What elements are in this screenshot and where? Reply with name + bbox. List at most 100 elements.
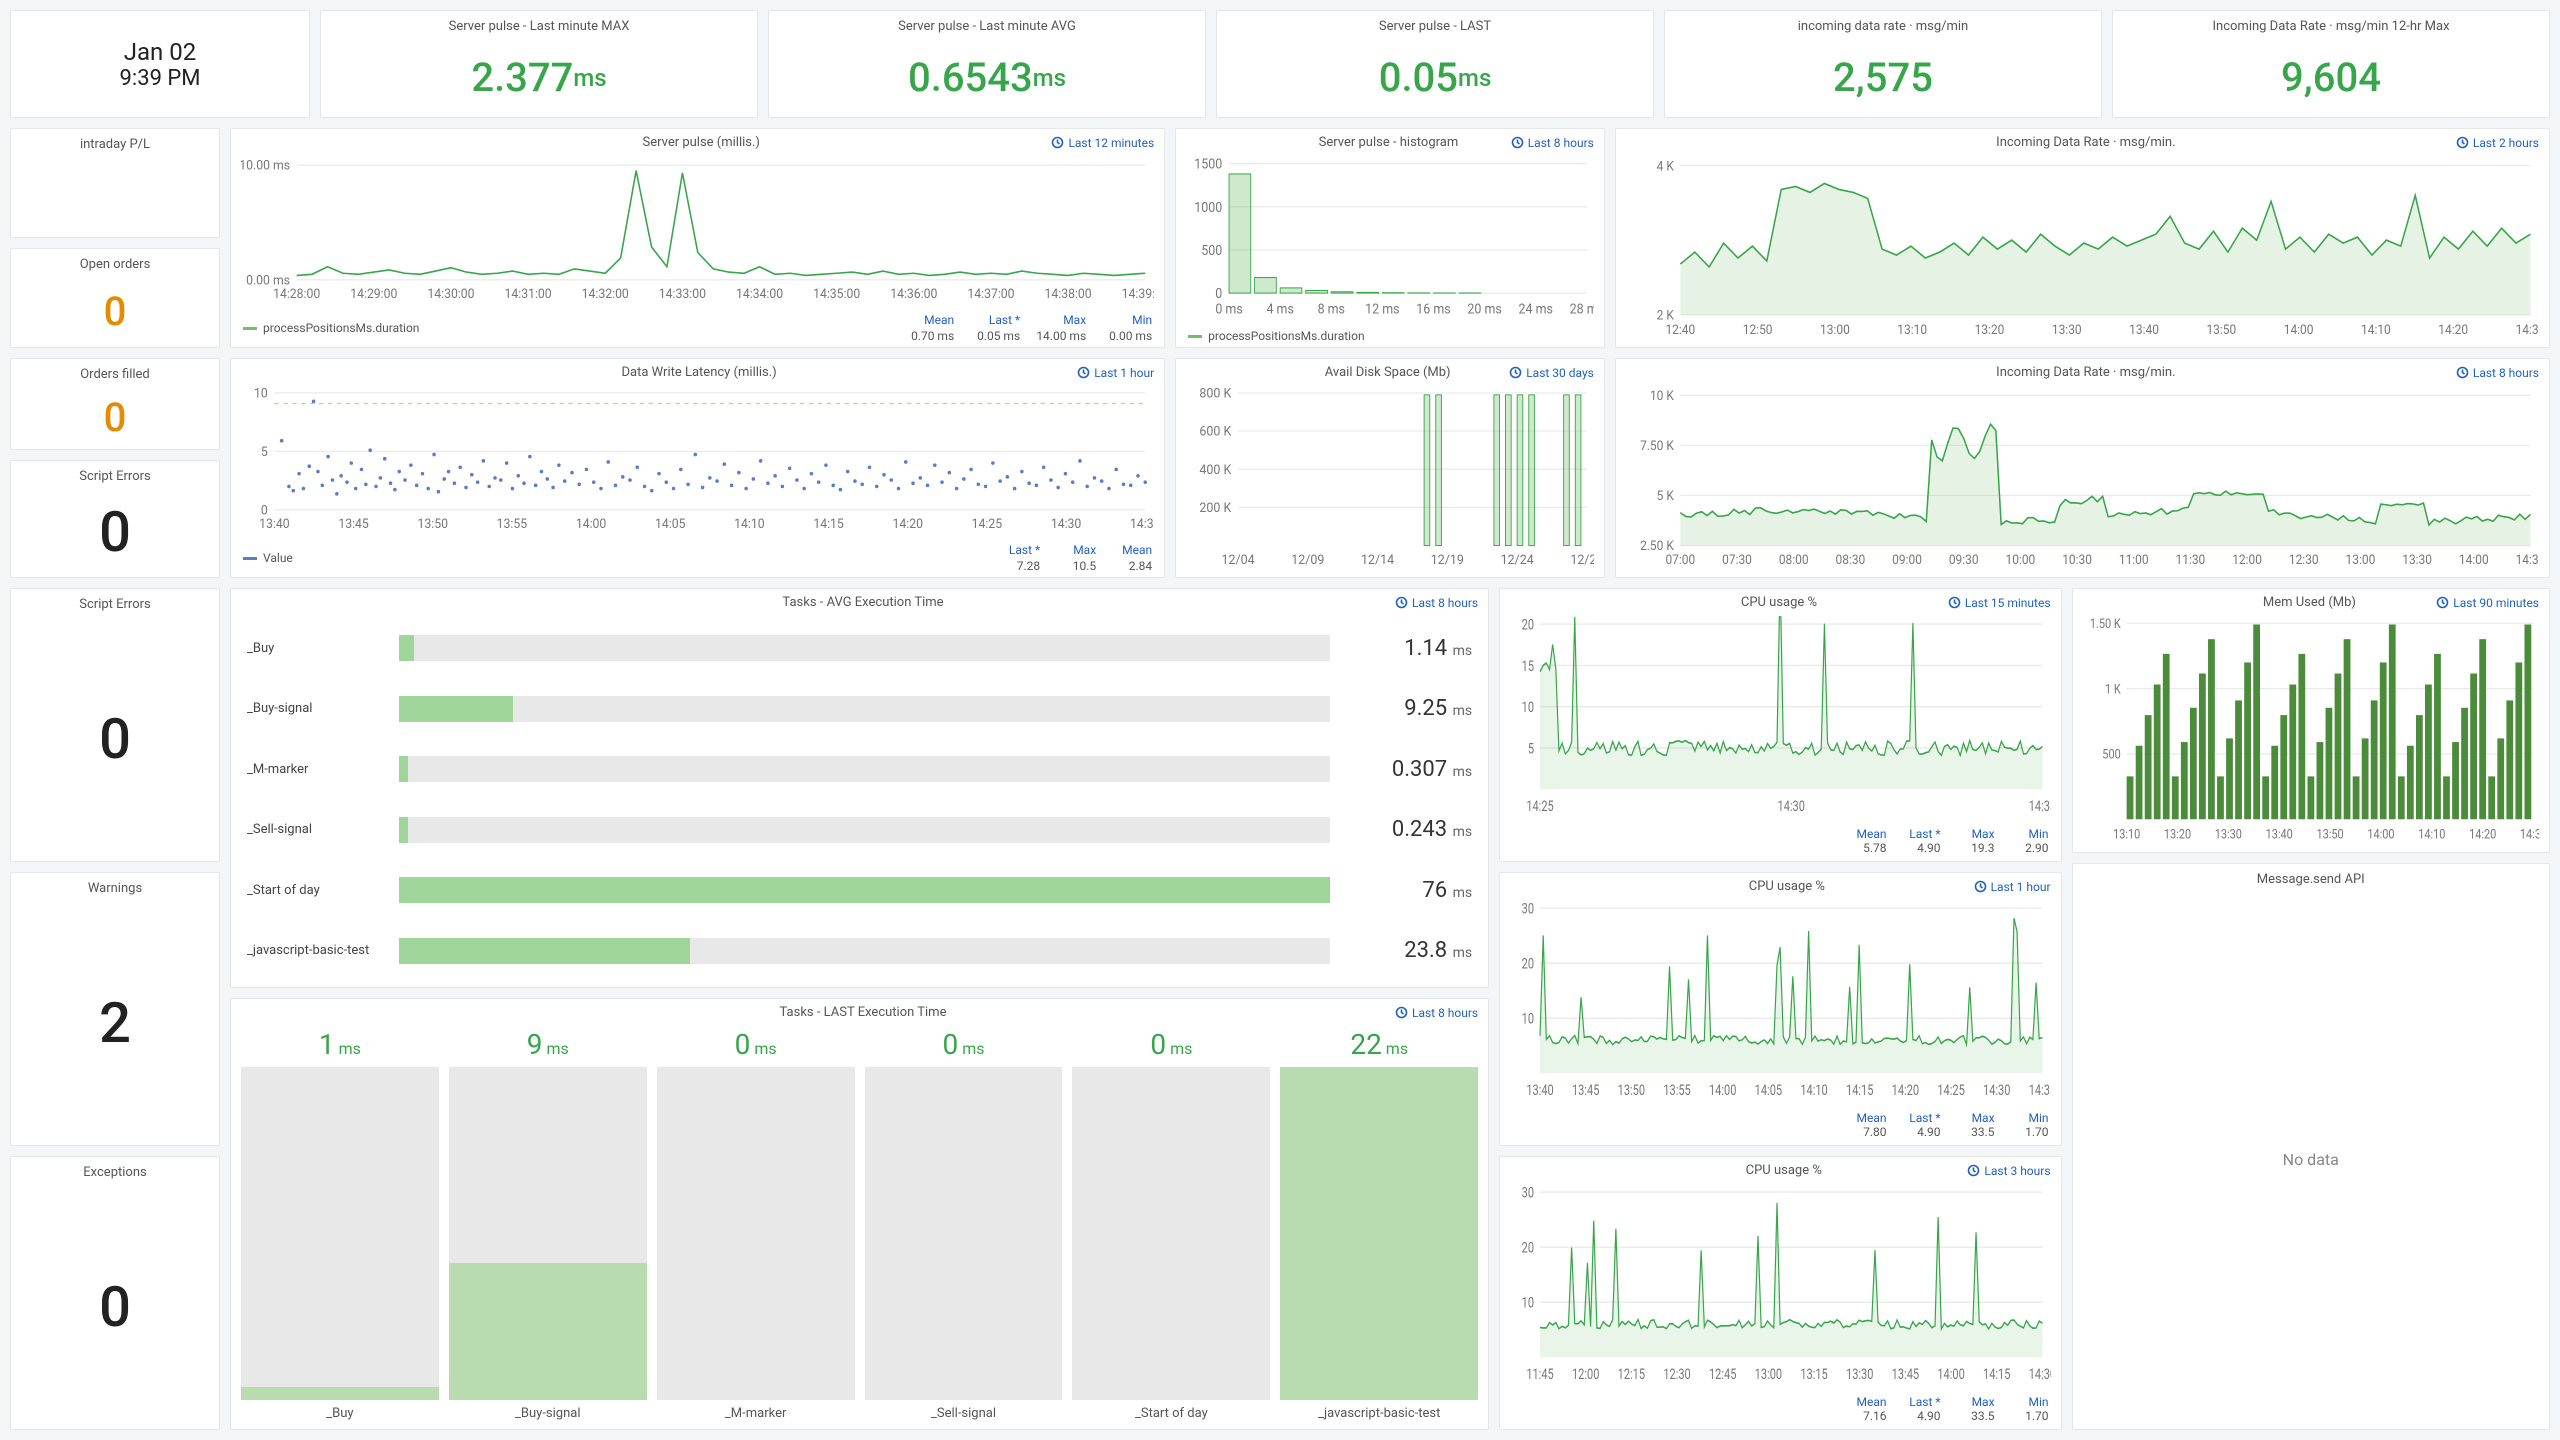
- clock-date: Jan 02: [124, 38, 196, 66]
- svg-text:14:00: 14:00: [576, 517, 606, 532]
- svg-text:200 K: 200 K: [1200, 501, 1232, 516]
- clock-icon: [1974, 880, 1987, 893]
- svg-text:0 ms: 0 ms: [1215, 302, 1243, 318]
- task-row: _Buy-signal 9.25 ms: [231, 688, 1488, 730]
- top-stat-panel: incoming data rate · msg/min 2,575: [1664, 10, 2102, 118]
- svg-text:10: 10: [1522, 1011, 1534, 1028]
- timerange-link[interactable]: Last 12 minutes: [1051, 136, 1154, 150]
- stat-value: 2,575: [1665, 38, 2101, 117]
- svg-text:1000: 1000: [1194, 200, 1222, 216]
- svg-text:14:25: 14:25: [1937, 1082, 1964, 1099]
- top-stat-panel: Incoming Data Rate · msg/min 12-hr Max 9…: [2112, 10, 2550, 118]
- stat-title: Server pulse - Last minute MAX: [321, 11, 757, 38]
- svg-text:13:40: 13:40: [2129, 322, 2159, 338]
- svg-text:12/14: 12/14: [1361, 553, 1394, 568]
- svg-text:12:40: 12:40: [1665, 322, 1695, 338]
- stat-intraday-pl: intraday P/L: [10, 128, 220, 238]
- stat-value: 2.377 ms: [321, 38, 757, 117]
- svg-text:12:30: 12:30: [2289, 554, 2319, 568]
- svg-text:08:30: 08:30: [1835, 554, 1865, 568]
- svg-text:09:30: 09:30: [1949, 554, 1979, 568]
- svg-text:13:30: 13:30: [1846, 1366, 1873, 1383]
- timerange-link[interactable]: Last 8 hours: [1395, 1006, 1478, 1020]
- svg-text:14:34:00: 14:34:00: [736, 287, 783, 302]
- task-col: 9 ms _Buy-signal: [449, 1022, 647, 1423]
- clock-icon: [1051, 136, 1064, 149]
- svg-text:20 ms: 20 ms: [1468, 302, 1503, 318]
- svg-text:08:00: 08:00: [1779, 554, 1809, 568]
- svg-text:14:00: 14:00: [2459, 554, 2489, 568]
- svg-text:14:39:00: 14:39:00: [1122, 287, 1154, 302]
- cpu-15m: CPU usage % Last 15 minutes 510152014:25…: [1499, 588, 2061, 862]
- svg-text:14:00: 14:00: [1709, 1082, 1736, 1099]
- svg-text:14:20: 14:20: [893, 517, 923, 532]
- svg-text:14:10: 14:10: [2361, 322, 2391, 338]
- svg-text:13:00: 13:00: [1820, 322, 1850, 338]
- task-col: 0 ms _M-marker: [657, 1022, 855, 1423]
- svg-text:24 ms: 24 ms: [1519, 302, 1554, 318]
- svg-text:4 ms: 4 ms: [1267, 302, 1295, 318]
- svg-text:07:00: 07:00: [1665, 554, 1695, 568]
- svg-text:11:45: 11:45: [1526, 1366, 1553, 1383]
- svg-text:1 K: 1 K: [2105, 681, 2121, 696]
- stat-title: incoming data rate · msg/min: [1665, 11, 2101, 38]
- timerange-link[interactable]: Last 3 hours: [1967, 1164, 2050, 1178]
- timerange-link[interactable]: Last 8 hours: [1511, 136, 1594, 150]
- svg-text:14:25: 14:25: [1526, 798, 1553, 815]
- task-col: 1 ms _Buy: [241, 1022, 439, 1423]
- clock-icon: [2436, 596, 2449, 609]
- svg-text:13:00: 13:00: [1755, 1366, 1782, 1383]
- timerange-link[interactable]: Last 90 minutes: [2436, 596, 2539, 610]
- clock-time: 9:39 PM: [120, 66, 201, 91]
- svg-text:12/04: 12/04: [1222, 553, 1255, 568]
- timerange-link[interactable]: Last 30 days: [1509, 366, 1594, 380]
- svg-text:14:31:00: 14:31:00: [505, 287, 552, 302]
- svg-text:09:00: 09:00: [1892, 554, 1922, 568]
- task-col: 0 ms _Start of day: [1072, 1022, 1270, 1423]
- svg-text:30: 30: [1522, 901, 1534, 918]
- timerange-link[interactable]: Last 8 hours: [2456, 366, 2539, 380]
- server-pulse-histogram: Server pulse - histogram Last 8 hours 05…: [1175, 128, 1605, 348]
- svg-text:14:30: 14:30: [2515, 322, 2539, 338]
- svg-text:14:30: 14:30: [1051, 517, 1081, 532]
- svg-text:14:35:00: 14:35:00: [813, 287, 860, 302]
- timerange-link[interactable]: Last 2 hours: [2456, 136, 2539, 150]
- clock-icon: [1077, 366, 1090, 379]
- clock-panel: Jan 02 9:39 PM: [10, 10, 310, 118]
- svg-text:13:30: 13:30: [2214, 827, 2241, 842]
- svg-text:14:35: 14:35: [2029, 798, 2051, 815]
- svg-text:14:10: 14:10: [2418, 827, 2445, 842]
- svg-text:14:00: 14:00: [1937, 1366, 1964, 1383]
- mem-used: Mem Used (Mb) Last 90 minutes 5001 K1.50…: [2072, 588, 2550, 853]
- clock-icon: [1511, 136, 1524, 149]
- svg-text:4 K: 4 K: [1656, 159, 1673, 175]
- stat-value: 0.6543 ms: [769, 38, 1205, 117]
- svg-text:12:15: 12:15: [1618, 1366, 1645, 1383]
- svg-text:10.00 ms: 10.00 ms: [241, 159, 290, 174]
- timerange-link[interactable]: Last 15 minutes: [1948, 596, 2051, 610]
- svg-text:14:20: 14:20: [2469, 827, 2496, 842]
- task-row: _M-marker 0.307 ms: [231, 748, 1488, 790]
- timerange-link[interactable]: Last 1 hour: [1077, 366, 1154, 380]
- cpu-1h: CPU usage % Last 1 hour 10203013:4013:45…: [1499, 872, 2061, 1146]
- task-col: 0 ms _Sell-signal: [865, 1022, 1063, 1423]
- svg-text:13:10: 13:10: [1897, 322, 1927, 338]
- svg-text:13:55: 13:55: [1663, 1082, 1690, 1099]
- svg-text:14:30: 14:30: [2029, 1366, 2051, 1383]
- svg-text:14:30: 14:30: [1778, 798, 1805, 815]
- svg-text:14:00: 14:00: [2284, 322, 2314, 338]
- svg-text:14:15: 14:15: [813, 517, 843, 532]
- stat-warnings: Warnings 2: [10, 872, 220, 1146]
- svg-text:14:35: 14:35: [2029, 1082, 2051, 1099]
- svg-text:13:50: 13:50: [2316, 827, 2343, 842]
- svg-text:12:50: 12:50: [1743, 322, 1773, 338]
- timerange-link[interactable]: Last 8 hours: [1395, 596, 1478, 610]
- svg-text:15: 15: [1522, 658, 1534, 675]
- incoming-rate-8h: Incoming Data Rate · msg/min. Last 8 hou…: [1615, 358, 2550, 578]
- svg-text:12:00: 12:00: [2232, 554, 2262, 568]
- svg-text:14:15: 14:15: [1983, 1366, 2010, 1383]
- stat-title: Server pulse - LAST: [1217, 11, 1653, 38]
- svg-text:14:37:00: 14:37:00: [967, 287, 1014, 302]
- timerange-link[interactable]: Last 1 hour: [1974, 880, 2051, 894]
- stat-script-errors-2: Script Errors 0: [10, 588, 220, 862]
